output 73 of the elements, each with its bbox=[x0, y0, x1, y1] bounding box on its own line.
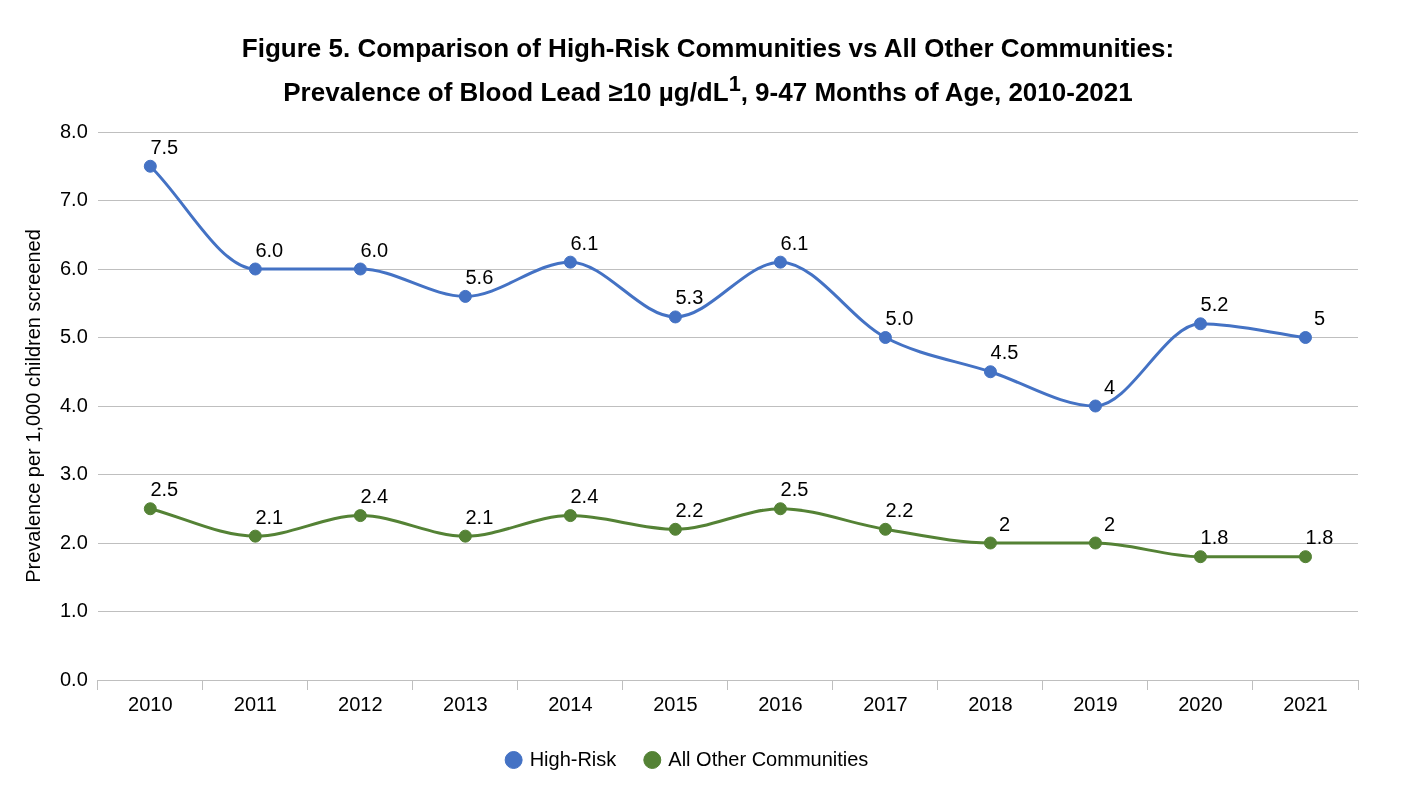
point bbox=[563, 508, 577, 522]
point bbox=[1193, 549, 1207, 563]
x-tick-label: 2017 bbox=[863, 692, 908, 715]
point bbox=[563, 255, 577, 269]
x-tick-label: 2018 bbox=[968, 692, 1013, 715]
data-label: 5.2 bbox=[1200, 292, 1229, 315]
data-label: 1.8 bbox=[1305, 525, 1334, 548]
y-tick-label: 8.0 bbox=[59, 119, 88, 142]
point bbox=[143, 501, 157, 515]
y-axis-title: Prevalence per 1,000 children screened bbox=[21, 228, 44, 583]
y-tick-label: 7.0 bbox=[59, 187, 88, 210]
point bbox=[143, 159, 157, 173]
x-tick-label: 2019 bbox=[1073, 692, 1118, 715]
point bbox=[668, 310, 682, 324]
data-label: 6.1 bbox=[570, 231, 599, 254]
point bbox=[458, 289, 472, 303]
x-tick-label: 2016 bbox=[758, 692, 803, 715]
y-tick-label: 6.0 bbox=[59, 256, 88, 279]
data-label: 6.1 bbox=[780, 231, 809, 254]
data-label: 2.2 bbox=[675, 498, 704, 521]
data-label: 6.0 bbox=[360, 238, 389, 261]
y-tick-label: 4.0 bbox=[59, 393, 88, 416]
data-label: 6.0 bbox=[255, 238, 284, 261]
x-tick-label: 2015 bbox=[653, 692, 698, 715]
point bbox=[1088, 536, 1102, 550]
x-tick-label: 2013 bbox=[443, 692, 488, 715]
data-label: 5.6 bbox=[465, 265, 494, 288]
data-label: 2.5 bbox=[150, 477, 179, 500]
data-label: 4.5 bbox=[990, 340, 1019, 363]
data-label: 5.0 bbox=[885, 306, 914, 329]
point bbox=[458, 529, 472, 543]
chart-title: Figure 5. Comparison of High-Risk Communities vs All Other Communities: Prevalence of Blood Lead ≥10 µg/dL$^{1}$, 9-47 Months of Age, 2010-2021 bbox=[240, 32, 1176, 109]
data-label: 2 bbox=[1103, 512, 1116, 535]
point bbox=[1298, 330, 1312, 344]
data-label: 4 bbox=[1103, 375, 1116, 398]
point bbox=[773, 255, 787, 269]
x-tick-label: 2014 bbox=[548, 692, 593, 715]
legend-label: High-Risk bbox=[529, 747, 618, 770]
y-tick-label: 2.0 bbox=[59, 530, 88, 553]
data-label: 2.5 bbox=[780, 477, 809, 500]
point bbox=[773, 501, 787, 515]
point bbox=[353, 262, 367, 276]
y-tick-label: 0.0 bbox=[59, 667, 88, 690]
data-label: 5.3 bbox=[675, 286, 704, 309]
point bbox=[983, 536, 997, 550]
data-label: 5 bbox=[1313, 306, 1326, 329]
data-label: 2.1 bbox=[465, 505, 494, 528]
point bbox=[1193, 316, 1207, 330]
point bbox=[248, 262, 262, 276]
x-tick-label: 2010 bbox=[128, 692, 173, 715]
x-tick-label: 2011 bbox=[233, 692, 277, 715]
point bbox=[983, 364, 997, 378]
point bbox=[878, 522, 892, 536]
point bbox=[1088, 399, 1102, 413]
point bbox=[248, 529, 262, 543]
data-label: 2.4 bbox=[570, 484, 599, 507]
y-tick-label: 3.0 bbox=[59, 461, 88, 484]
data-label: 2.4 bbox=[360, 484, 389, 507]
point bbox=[353, 508, 367, 522]
x-tick-label: 2021 bbox=[1283, 692, 1328, 715]
point bbox=[1298, 549, 1312, 563]
data-label: 1.8 bbox=[1200, 525, 1229, 548]
y-tick-label: 1.0 bbox=[59, 598, 88, 621]
data-label: 2 bbox=[998, 512, 1010, 535]
data-label: 2.2 bbox=[885, 498, 914, 521]
point bbox=[668, 522, 682, 536]
x-tick-label: 2012 bbox=[338, 692, 383, 715]
data-label: 7.5 bbox=[150, 135, 179, 158]
data-label: 2.1 bbox=[255, 505, 284, 528]
point bbox=[878, 330, 892, 344]
legend-label: All Other Communities bbox=[668, 747, 869, 770]
y-tick-label: 5.0 bbox=[59, 324, 88, 347]
x-tick-label: 2020 bbox=[1178, 692, 1223, 715]
